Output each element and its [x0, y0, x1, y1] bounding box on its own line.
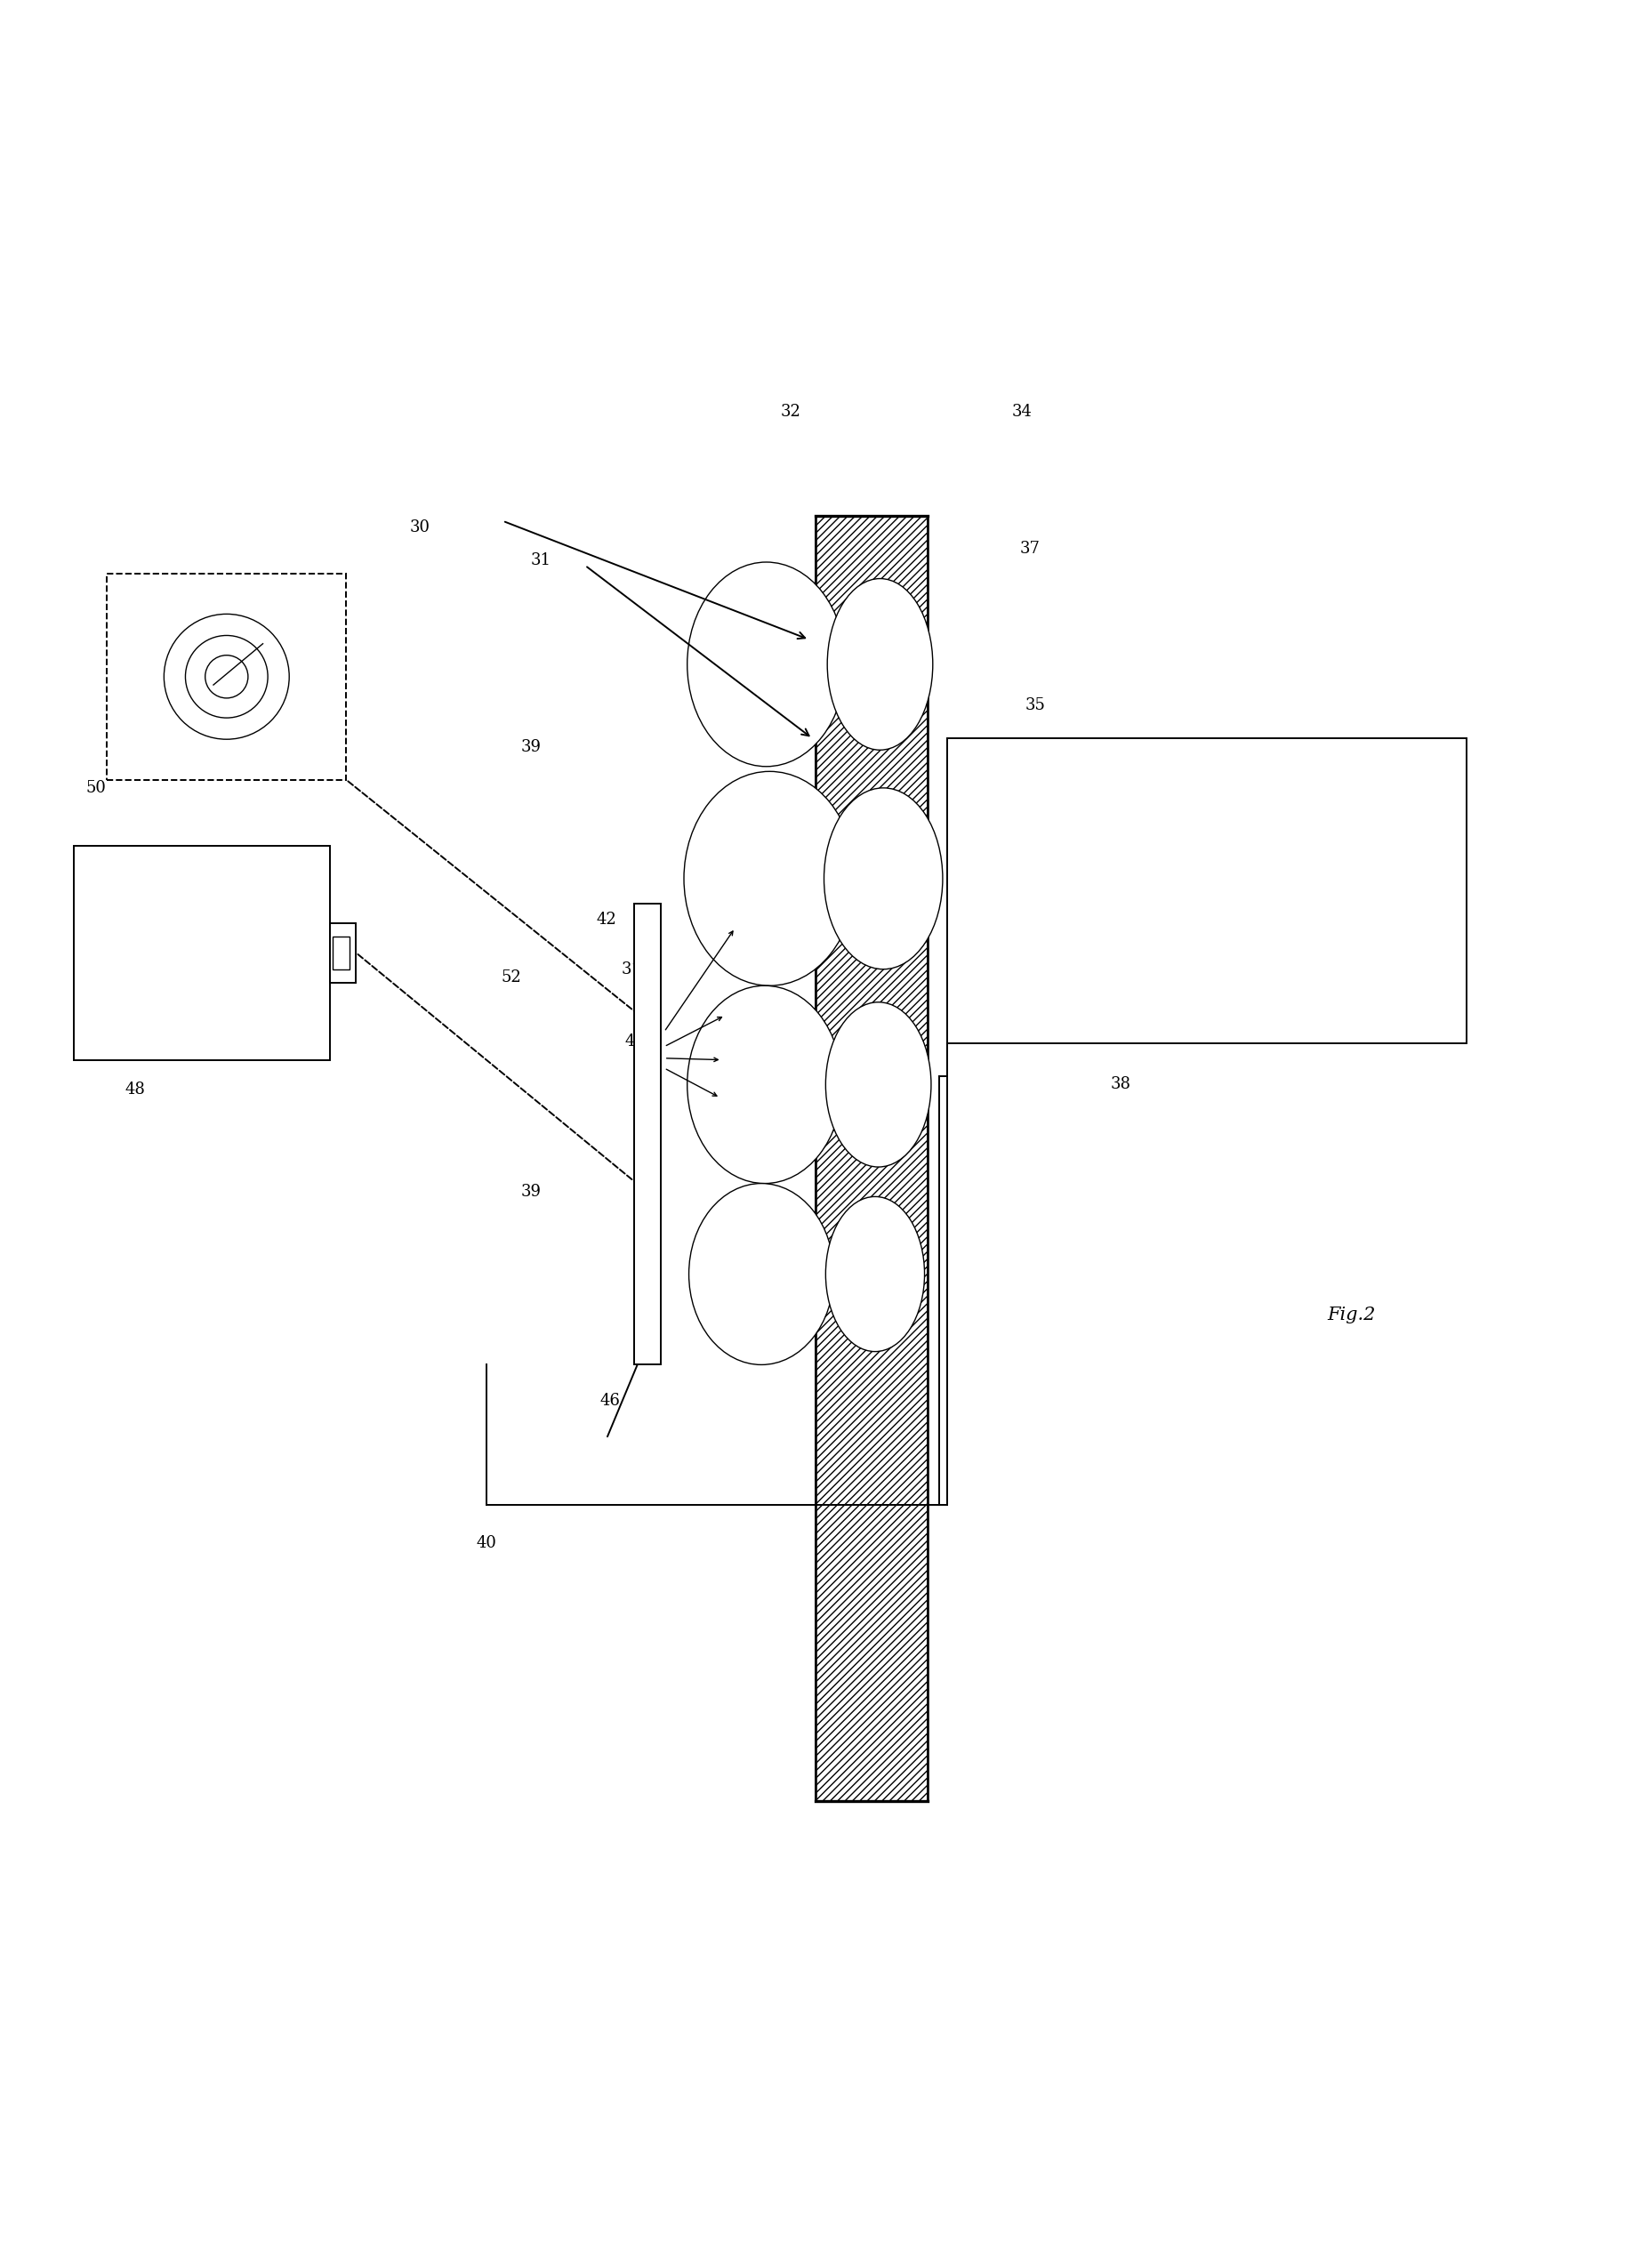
Text: 44: 44 — [625, 1034, 644, 1050]
Text: 50: 50 — [86, 780, 105, 796]
Ellipse shape — [826, 1002, 931, 1168]
Text: 31: 31 — [621, 962, 641, 978]
Text: 46: 46 — [600, 1393, 620, 1408]
Bar — [330, 923, 356, 982]
Bar — [107, 574, 346, 780]
Ellipse shape — [684, 771, 855, 987]
Ellipse shape — [826, 1198, 925, 1352]
Text: Fig.2: Fig.2 — [1327, 1306, 1376, 1325]
Text: 34: 34 — [1012, 404, 1032, 420]
Text: 37: 37 — [1020, 542, 1040, 558]
Bar — [333, 937, 349, 968]
Text: 35: 35 — [1025, 1002, 1045, 1018]
Text: 39: 39 — [521, 739, 541, 755]
Text: 48: 48 — [125, 1082, 145, 1098]
Text: 40: 40 — [476, 1535, 496, 1551]
Bar — [948, 739, 1467, 1043]
Text: 31: 31 — [531, 553, 550, 569]
Ellipse shape — [687, 987, 842, 1184]
Ellipse shape — [687, 562, 845, 767]
Ellipse shape — [689, 1184, 834, 1365]
Text: External Instrumentation
for Battery Charging
and Testing: External Instrumentation for Battery Cha… — [1112, 862, 1302, 921]
Bar — [74, 846, 330, 1059]
Ellipse shape — [827, 578, 933, 751]
Text: 36: 36 — [1404, 866, 1424, 882]
Text: 35: 35 — [1025, 699, 1045, 714]
Bar — [816, 517, 928, 1801]
Text: 38: 38 — [1111, 1077, 1131, 1093]
Text: 51: 51 — [638, 1070, 658, 1089]
Text: 52: 52 — [501, 968, 521, 984]
Text: 42: 42 — [597, 912, 616, 928]
Bar — [634, 903, 661, 1365]
Ellipse shape — [824, 787, 943, 968]
Text: 30: 30 — [410, 519, 430, 535]
Text: 39: 39 — [521, 1184, 541, 1200]
Text: 32: 32 — [781, 404, 801, 420]
